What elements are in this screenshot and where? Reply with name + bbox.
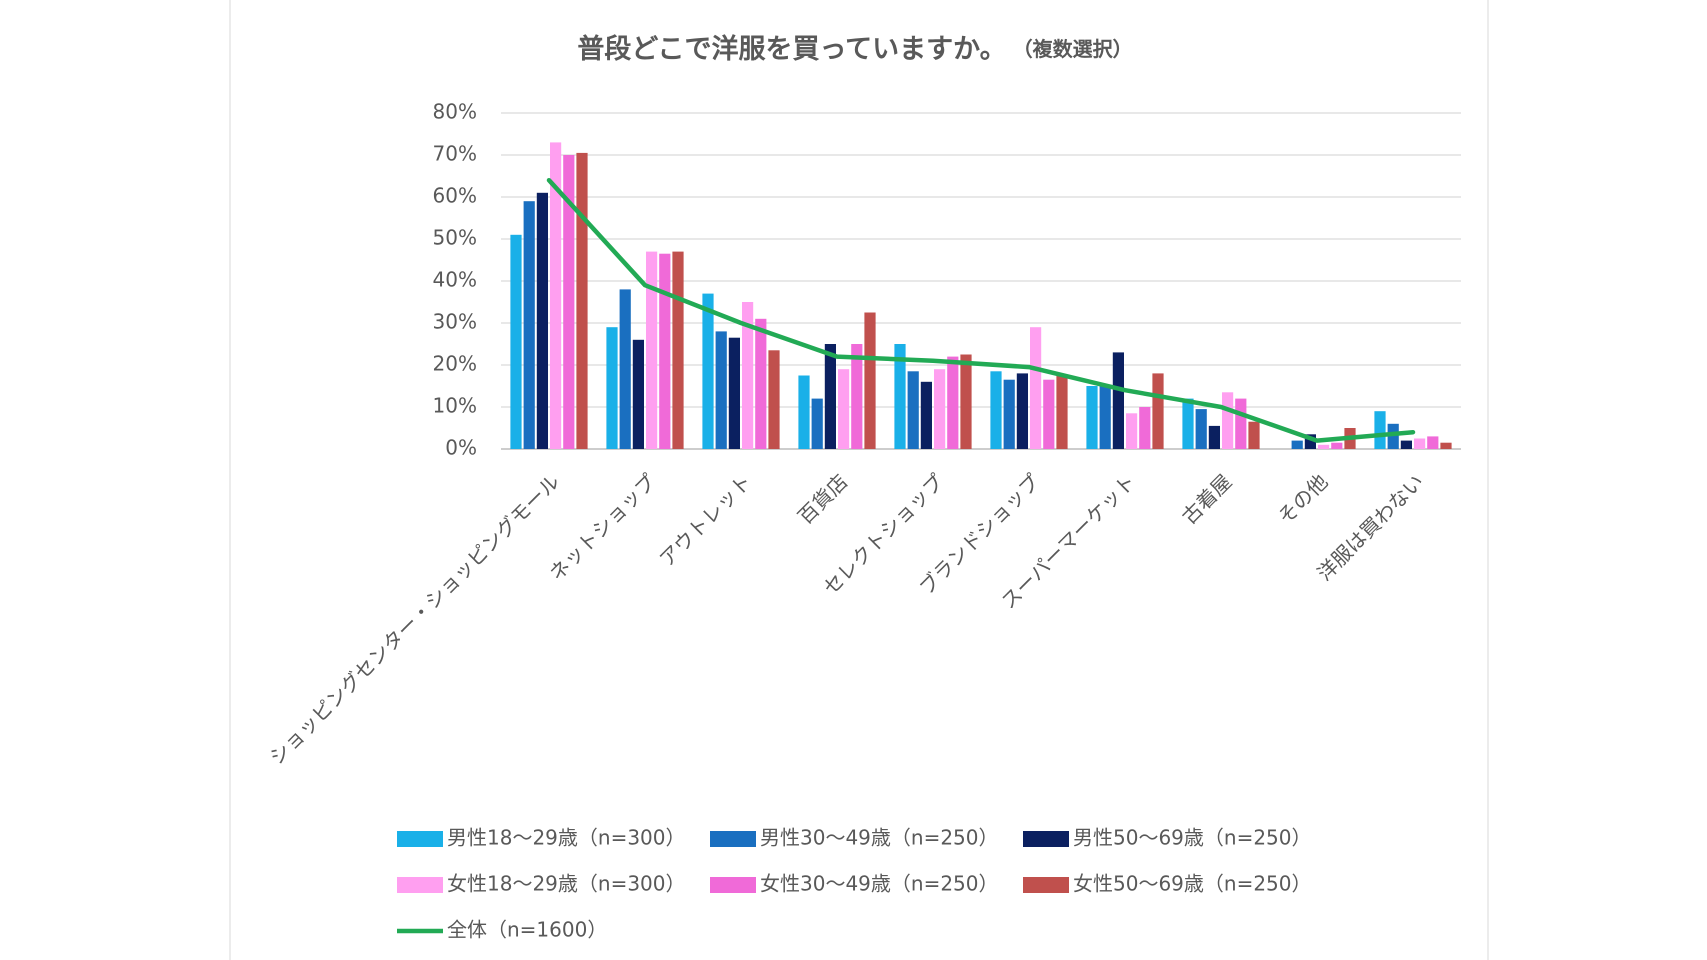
bar [1235, 398, 1247, 449]
bar [1056, 375, 1068, 449]
bar [1043, 379, 1055, 449]
y-tick-label: 10% [433, 394, 477, 418]
bar [1112, 352, 1124, 449]
bar [907, 371, 919, 449]
legend-swatch [1023, 877, 1069, 893]
legend-label: 女性18～29歳（n=300） [447, 872, 686, 896]
bar [1195, 409, 1207, 449]
x-tick-label: 百貨店 [793, 469, 852, 528]
y-tick-label: 50% [433, 226, 477, 250]
bar [728, 337, 740, 449]
bar [1222, 392, 1234, 449]
bar [510, 234, 522, 449]
bar [1248, 421, 1260, 449]
bar [523, 201, 535, 449]
legend-label: 男性30～49歳（n=250） [760, 826, 999, 850]
bar [659, 253, 671, 449]
legend-label: 女性30～49歳（n=250） [760, 872, 999, 896]
bar [768, 350, 780, 449]
bar [894, 344, 906, 449]
bar [1318, 444, 1330, 449]
bar [824, 344, 836, 449]
y-tick-label: 40% [433, 268, 477, 292]
y-tick-label: 0% [445, 436, 477, 460]
bar [1291, 440, 1303, 449]
bar [1400, 440, 1412, 449]
y-tick-label: 80% [433, 100, 477, 124]
bar [536, 192, 548, 450]
x-tick-label: ショッピングセンター・ショッピングモール [265, 469, 565, 769]
subtitle: （複数選択） [1023, 37, 1133, 61]
bar [576, 152, 588, 449]
bar [606, 327, 618, 449]
bar [1427, 436, 1439, 449]
bar [798, 375, 810, 449]
legend-swatch [710, 831, 756, 847]
bar [1331, 442, 1343, 449]
bar [851, 344, 863, 449]
bar [702, 293, 714, 449]
bar [1099, 386, 1111, 449]
x-tick-label: 古着屋 [1177, 469, 1236, 528]
bar [990, 371, 1002, 449]
title: 普段どこで洋服を買っていますか。 [577, 33, 1006, 65]
line [546, 177, 1416, 443]
legend-swatch [397, 831, 443, 847]
bar [619, 289, 631, 449]
bar [838, 369, 850, 449]
legend-label: 女性50～69歳（n=250） [1073, 872, 1312, 896]
bar [672, 251, 684, 449]
y-tick-label: 30% [433, 310, 477, 334]
bar [1440, 442, 1452, 449]
bar [1374, 411, 1386, 449]
x-tick-label: アウトレット [655, 469, 757, 571]
bar [934, 369, 946, 449]
bar [1126, 413, 1138, 449]
legend-swatch [397, 877, 443, 893]
bar [864, 312, 876, 449]
bar [646, 251, 658, 449]
bar [1139, 407, 1151, 449]
y-tick-label: 70% [433, 142, 477, 166]
y-tick-label: 60% [433, 184, 477, 208]
bar [960, 354, 972, 449]
y-tick-label: 20% [433, 352, 477, 376]
bar [1208, 425, 1220, 449]
bar [1016, 373, 1028, 449]
legend-label: 男性50～69歳（n=250） [1073, 826, 1312, 850]
legend-swatch [710, 877, 756, 893]
bar [920, 381, 932, 449]
legend-label: 全体（n=1600） [447, 918, 607, 942]
bar [1086, 386, 1098, 449]
bar [1387, 423, 1399, 449]
bar [1152, 373, 1164, 449]
bar [1182, 398, 1194, 449]
bar [1414, 438, 1426, 449]
legend-label: 男性18～29歳（n=300） [447, 826, 686, 850]
bar [947, 356, 959, 449]
bar [563, 155, 575, 449]
bar [715, 331, 727, 449]
bar [1003, 379, 1015, 449]
bar [550, 142, 562, 449]
legend-swatch [1023, 831, 1069, 847]
bar [811, 398, 823, 449]
bar [1030, 327, 1042, 449]
bar [632, 339, 644, 449]
bar [1304, 434, 1316, 449]
bar [755, 318, 767, 449]
chart-title: 普段どこで洋服を買っていますか。 （複数選択） [577, 33, 1132, 65]
bar [742, 302, 754, 449]
x-tick-label: その他 [1273, 469, 1332, 528]
